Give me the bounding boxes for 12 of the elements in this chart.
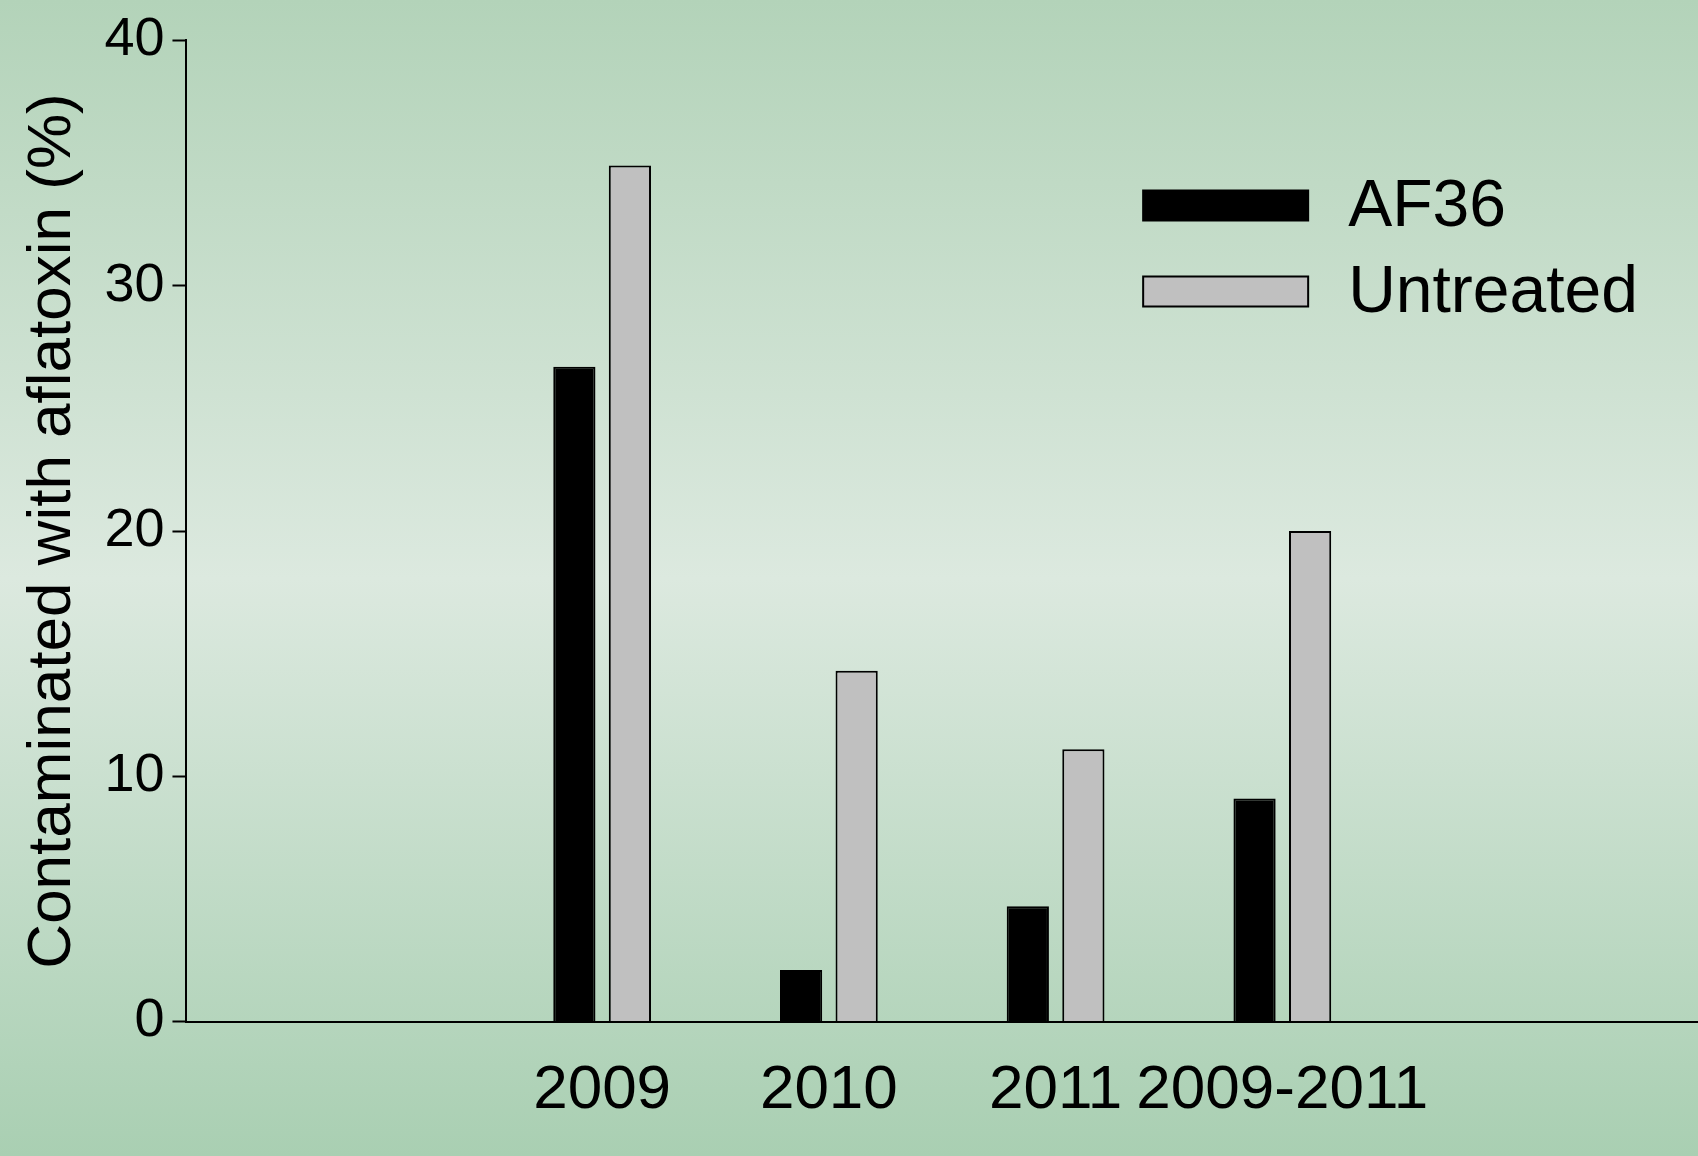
- legend-label: AF36: [1348, 165, 1506, 240]
- legend-label: Untreated: [1348, 251, 1639, 326]
- x-tick-label: 2009: [533, 1051, 672, 1121]
- y-tick-label: 0: [134, 987, 165, 1048]
- y-tick-label: 40: [104, 6, 165, 67]
- y-tick-label: 20: [104, 496, 165, 557]
- y-tick-label: 30: [104, 251, 165, 312]
- x-tick-label: 2009-2011: [1136, 1051, 1429, 1121]
- y-tick-label: 10: [104, 742, 165, 803]
- x-tick-label: 2011: [988, 1051, 1123, 1121]
- x-tick-label: 2010: [759, 1051, 898, 1121]
- y-axis-title: Contaminated with aflatoxin (%): [14, 93, 84, 969]
